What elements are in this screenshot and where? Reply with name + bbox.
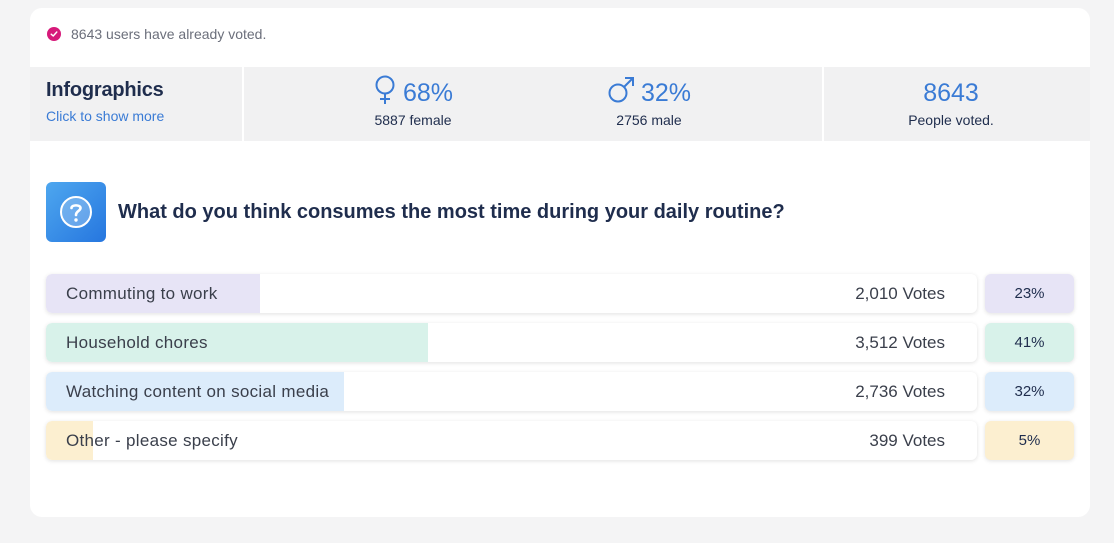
option-fill <box>46 421 93 460</box>
option-label: Other - please specify <box>66 431 238 450</box>
option-percent: 23% <box>985 274 1074 313</box>
option-percent: 5% <box>985 421 1074 460</box>
option-bar[interactable]: Watching content on social media 2,736 Vo… <box>46 372 977 411</box>
female-count: 5887 female <box>374 112 452 128</box>
option-fill <box>46 274 260 313</box>
question-mark-icon <box>46 182 106 242</box>
female-stat: 68% 5887 female <box>328 75 498 128</box>
infographics-strip: Infographics Click to show more 68% 5887… <box>30 67 1090 141</box>
option-label: Commuting to work <box>66 284 218 303</box>
check-circle-icon <box>47 27 61 41</box>
poll-option[interactable]: Commuting to work 2,010 Votes 23% <box>46 274 1074 313</box>
option-label: Watching content on social media <box>66 382 330 401</box>
option-fill <box>46 323 428 362</box>
option-percent: 32% <box>985 372 1074 411</box>
option-percent: 41% <box>985 323 1074 362</box>
male-percent: 32% <box>640 78 692 107</box>
option-bar[interactable]: Commuting to work 2,010 Votes <box>46 274 977 313</box>
option-votes: 3,512 Votes <box>855 333 945 352</box>
option-bar[interactable]: Household chores 3,512 Votes <box>46 323 977 362</box>
show-more-link[interactable]: Click to show more <box>46 108 165 124</box>
question-text: What do you think consumes the most time… <box>118 200 785 223</box>
voted-text: 8643 users have already voted. <box>71 26 267 42</box>
poll-question: What do you think consumes the most time… <box>46 182 785 242</box>
male-symbol-icon <box>607 76 641 111</box>
poll-option[interactable]: Watching content on social media 2,736 Vo… <box>46 372 1074 411</box>
option-label: Household chores <box>66 333 208 352</box>
people-stat: 8643 People voted. <box>826 77 1076 129</box>
voted-status: 8643 users have already voted. <box>47 26 266 42</box>
poll-option[interactable]: Other - please specify 399 Votes 5% <box>46 421 1074 460</box>
people-caption: People voted. <box>908 112 994 128</box>
female-percent: 68% <box>402 78 454 107</box>
infographics-title-cell: Infographics Click to show more <box>30 67 244 141</box>
infographics-title: Infographics <box>46 79 164 101</box>
people-voted-cell: 8643 People voted. <box>826 67 1090 141</box>
male-stat: 32% 2756 male <box>564 76 734 128</box>
option-votes: 2,736 Votes <box>855 382 945 401</box>
option-bar[interactable]: Other - please specify 399 Votes <box>46 421 977 460</box>
male-count: 2756 male <box>616 112 682 128</box>
option-fill <box>46 372 344 411</box>
poll-options: Commuting to work 2,010 Votes 23% Household… <box>46 274 1074 470</box>
gender-stats: 68% 5887 female 32% 2756 male <box>246 67 824 141</box>
poll-card: 8643 users have already voted. Infograph… <box>30 8 1090 517</box>
people-count: 8643 <box>923 78 979 107</box>
option-votes: 2,010 Votes <box>855 284 945 303</box>
female-symbol-icon <box>373 75 403 112</box>
poll-option[interactable]: Household chores 3,512 Votes 41% <box>46 323 1074 362</box>
option-votes: 399 Votes <box>869 431 945 450</box>
